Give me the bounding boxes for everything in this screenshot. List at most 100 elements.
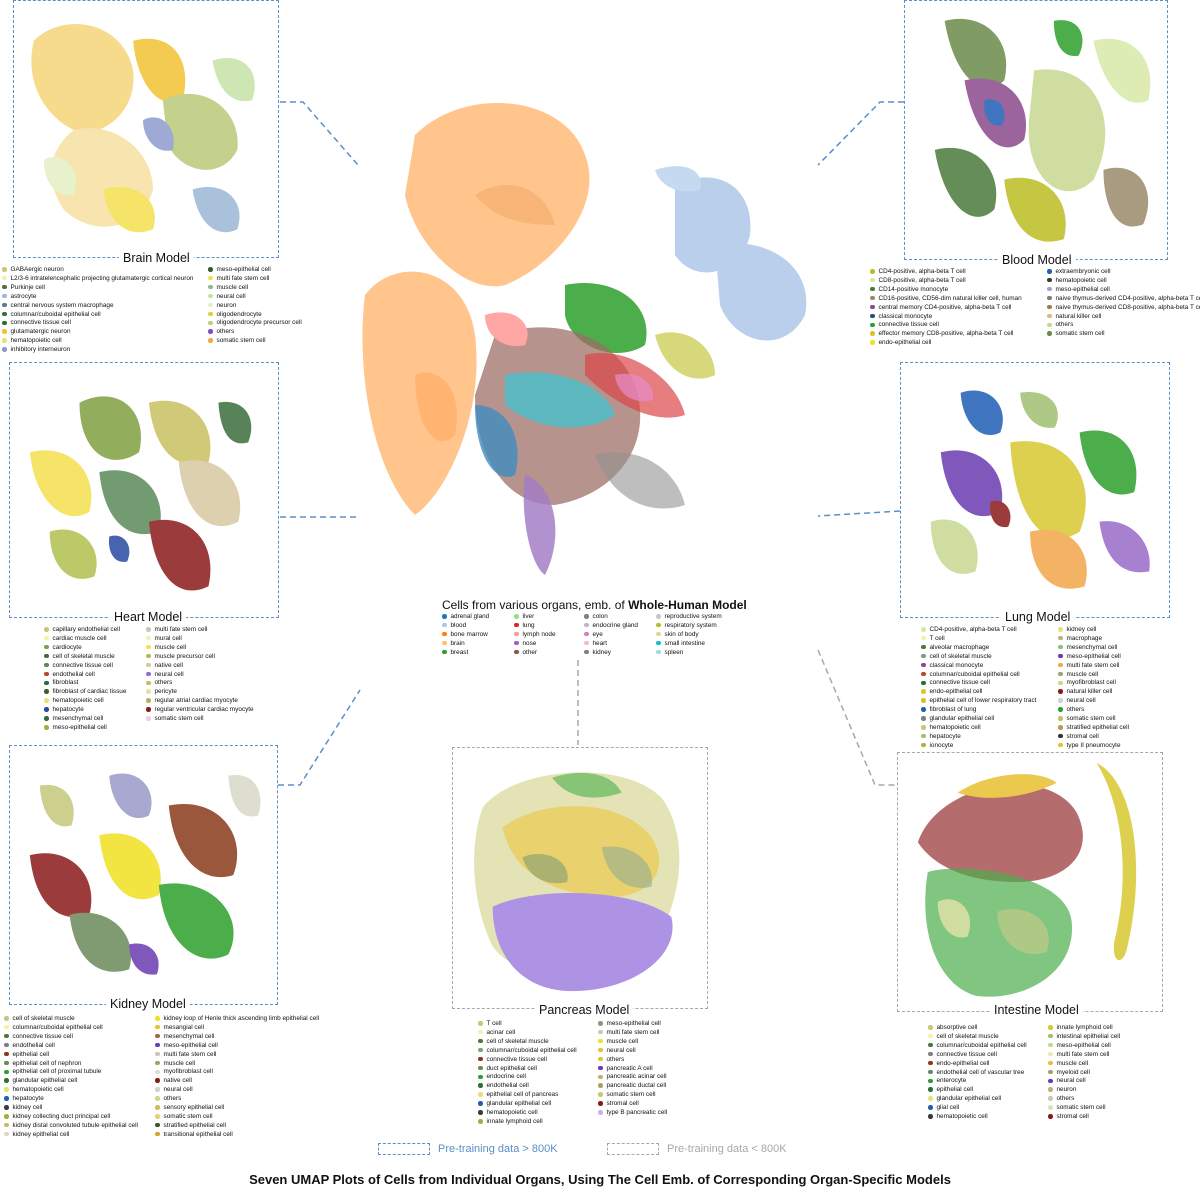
legend-marker xyxy=(44,644,49,650)
legend-label: columnar/cuboidal epithelial cell xyxy=(12,1023,103,1031)
legend-label: glandular epithelial cell xyxy=(936,1095,1002,1103)
legend-marker xyxy=(4,1131,9,1137)
legend-label: hepatocyte xyxy=(12,1095,44,1103)
legend-item: connective tissue cell xyxy=(2,319,193,328)
legend-item: pancreatic A cell xyxy=(598,1065,667,1074)
legend-item: naive thymus-derived CD8-positive, alpha… xyxy=(1047,304,1200,313)
legend-label: somatic stem cell xyxy=(1066,715,1116,723)
legend-label: columnar/cuboidal epithelial cell xyxy=(486,1046,577,1054)
legend-item: innate lymphoid cell xyxy=(1048,1024,1120,1033)
legend-item: innate lymphoid cell xyxy=(478,1118,577,1127)
legend-label: somatic stem cell xyxy=(216,337,266,345)
legend-marker xyxy=(870,304,875,310)
legend-marker xyxy=(1047,269,1052,274)
legend-marker xyxy=(928,1042,933,1048)
legend-item: central memory CD4-positive, alpha-beta … xyxy=(870,304,1022,313)
legend-marker xyxy=(1058,725,1063,730)
legend-label: classical monocyte xyxy=(878,312,933,320)
legend-marker xyxy=(598,1047,603,1053)
legend-label: breast xyxy=(450,648,469,656)
legend-item: inhibitory interneuron xyxy=(2,346,193,355)
legend-item: multi fate stem cell xyxy=(598,1029,667,1038)
legend-label: connective tissue cell xyxy=(929,679,990,687)
legend-item: somatic stem cell xyxy=(1048,1104,1120,1113)
legend-marker xyxy=(870,331,875,336)
legend-marker xyxy=(208,302,213,308)
legend-label: CD14-positive monocyte xyxy=(878,285,949,293)
legend-marker xyxy=(478,1074,483,1079)
legend-marker xyxy=(1048,1087,1053,1092)
legend-label: epithelial cell xyxy=(12,1050,50,1058)
legend-label: columnar/cuboidal epithelial cell xyxy=(10,310,101,318)
legend-marker xyxy=(921,662,926,668)
legend-label: T cell xyxy=(486,1020,502,1027)
legend-item: epithelial cell of nephron xyxy=(4,1060,138,1069)
legend-item: stromal cell xyxy=(1058,733,1129,742)
legend-label: somatic stem cell xyxy=(1055,330,1105,338)
legend-marker xyxy=(584,631,589,637)
legend-label: cardiac muscle cell xyxy=(52,634,107,642)
legend-label: meso-epithelial cell xyxy=(216,266,271,273)
legend-item: muscle cell xyxy=(1048,1060,1120,1069)
legend-item: hepatocyte xyxy=(921,733,1036,742)
legend-item: endocrine cell xyxy=(478,1073,577,1082)
legend-marker xyxy=(921,644,926,650)
legend-item: hematopoietic cell xyxy=(921,724,1036,733)
legend-item: nose xyxy=(514,640,556,649)
legend-item: muscle cell xyxy=(598,1038,667,1047)
legend-marker xyxy=(1047,331,1052,336)
legend-label: brain xyxy=(450,639,465,647)
legend-label: cell of skeletal muscle xyxy=(486,1037,549,1045)
legend-label: somatic stem cell xyxy=(163,1112,213,1120)
legend-marker xyxy=(1048,1078,1053,1083)
legend-label: sensory epithelial cell xyxy=(163,1104,225,1112)
legend-label: hepatocyte xyxy=(52,706,84,714)
legend-label: ionocyte xyxy=(929,741,954,749)
legend-label: capillary endothelial cell xyxy=(52,626,121,633)
key-small-data: Pre-training data < 800K xyxy=(607,1143,787,1155)
legend-marker xyxy=(2,302,7,308)
legend-marker xyxy=(598,1029,603,1035)
legend-marker xyxy=(155,1087,160,1092)
legend-item: cell of skeletal muscle xyxy=(44,653,126,662)
legend-item: central nervous system macrophage xyxy=(2,302,193,311)
legend-marker xyxy=(44,680,49,685)
legend-item: connective tissue cell xyxy=(4,1033,138,1042)
legend-label: astrocyte xyxy=(10,292,37,300)
legend-label: acinar cell xyxy=(486,1028,516,1036)
legend-item: epithelial cell of proximal tubule xyxy=(4,1068,138,1077)
legend-label: epithelial cell of proximal tubule xyxy=(12,1068,102,1076)
legend-item: fibroblast of lung xyxy=(921,706,1036,715)
legend-marker xyxy=(478,1038,483,1044)
legend-label: neural cell xyxy=(163,1086,193,1094)
legend-label: alveolar macrophage xyxy=(929,643,990,651)
legend-item: hematopoietic cell xyxy=(44,697,126,706)
blood-model-title: Blood Model xyxy=(998,253,1076,267)
legend-marker xyxy=(1048,1096,1053,1101)
legend-item: epithelial cell of lower respiratory tra… xyxy=(921,697,1036,706)
legend-label: regular ventricular cardiac myocyte xyxy=(154,706,254,714)
legend-label: myeloid cell xyxy=(1056,1068,1090,1076)
legend-label: liver xyxy=(522,613,535,620)
legend-label: glandular epithelial cell xyxy=(12,1077,78,1085)
legend-item: cardiocyte xyxy=(44,644,126,653)
legend-marker xyxy=(146,671,151,677)
legend-marker xyxy=(1048,1033,1053,1039)
legend-item: connective tissue cell xyxy=(870,321,1022,330)
legend-item: extraembryonic cell xyxy=(1047,268,1200,277)
legend-label: endocrine cell xyxy=(486,1073,526,1081)
legend-item: fibroblast of cardiac tissue xyxy=(44,688,126,697)
legend-item: L2/3-6 intratelencephalic projecting glu… xyxy=(2,275,193,284)
legend-marker xyxy=(870,277,875,283)
intestine-model-title: Intestine Model xyxy=(990,1003,1083,1017)
intestine-legend: absorptive cell cell of skeletal muscle co… xyxy=(928,1024,1200,1124)
legend-item: connective tissue cell xyxy=(928,1051,1027,1060)
legend-item: mesenchymal cell xyxy=(44,715,126,724)
legend-label: columnar/cuboidal epithelial cell xyxy=(929,670,1020,678)
pancreas-model-title: Pancreas Model xyxy=(535,1003,634,1017)
legend-item: lung xyxy=(514,622,556,631)
legend-marker xyxy=(155,1096,160,1101)
legend-item: stromal cell xyxy=(1048,1113,1120,1122)
legend-label: connective tissue cell xyxy=(878,321,939,329)
legend-item: mesangial cell xyxy=(155,1024,319,1033)
